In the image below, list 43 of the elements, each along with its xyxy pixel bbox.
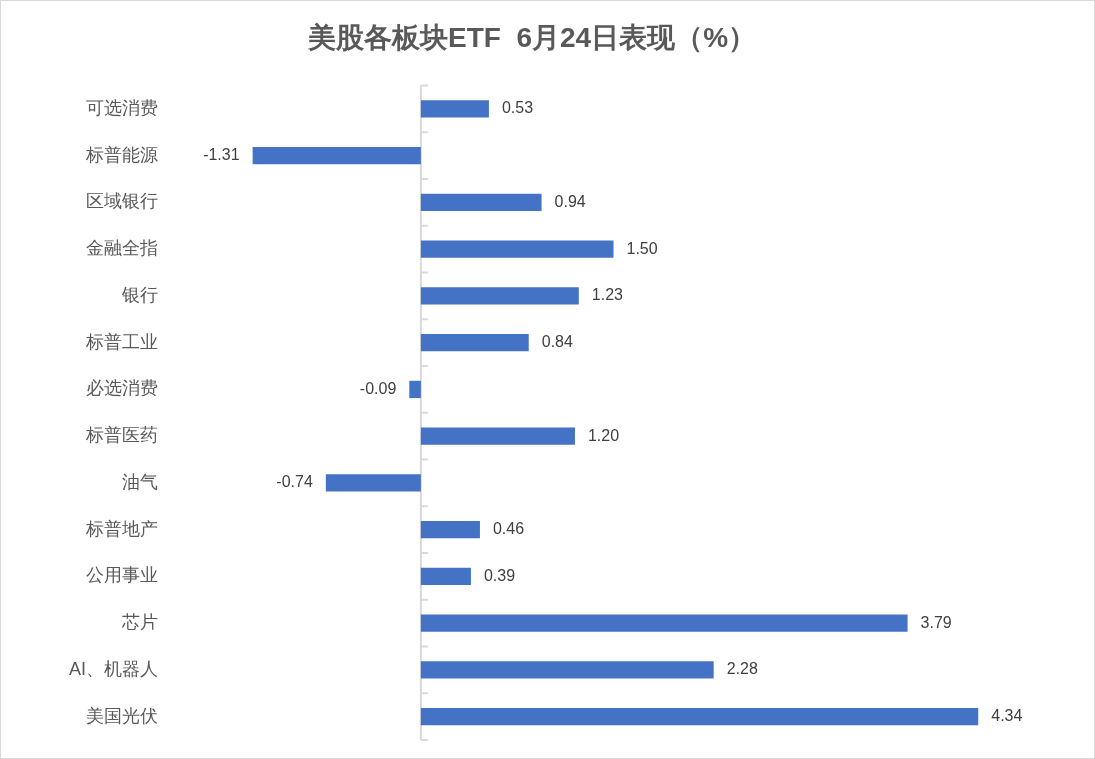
y-tick-label: AI、机器人 (68, 658, 158, 679)
bar (252, 147, 421, 165)
y-tick-label: 公用事业 (86, 565, 158, 586)
chart-title: 美股各板块ETF 6月24日表现（%） (306, 21, 757, 53)
data-label: -0.09 (359, 379, 397, 397)
bar (420, 614, 908, 632)
y-tick-label: 可选消费 (86, 97, 158, 118)
bar (420, 334, 529, 352)
data-label: 4.34 (991, 707, 1023, 725)
y-tick-label: 标普医药 (85, 425, 158, 446)
data-label: 0.46 (492, 520, 525, 538)
data-label: 3.79 (920, 613, 952, 631)
y-tick-label: 银行 (121, 284, 158, 305)
bar (420, 100, 489, 118)
data-label: 2.28 (726, 660, 758, 678)
y-tick-label: 芯片 (121, 612, 158, 633)
data-label: 0.84 (541, 333, 573, 351)
bar (409, 380, 421, 399)
bar (325, 474, 421, 492)
bar (420, 521, 480, 539)
data-label: 0.53 (501, 99, 534, 117)
y-tick-label: 区域银行 (86, 191, 158, 212)
data-label: -1.31 (203, 146, 240, 164)
y-tick-label: 金融全指 (86, 238, 158, 259)
bar (420, 287, 579, 305)
y-tick-label: 油气 (122, 471, 158, 492)
bar (420, 707, 979, 726)
y-tick-label: 必选消费 (86, 378, 158, 399)
data-label: 1.50 (626, 239, 658, 257)
y-tick-label: 标普能源 (85, 144, 158, 165)
y-tick-label: 标普工业 (85, 331, 158, 352)
bar (420, 661, 714, 679)
y-tick-label: 标普地产 (85, 518, 158, 539)
data-label: 0.39 (483, 566, 516, 584)
data-label: 1.20 (587, 426, 620, 444)
bar (420, 240, 614, 258)
bar (420, 567, 471, 586)
bar (420, 193, 542, 212)
bar (420, 427, 575, 445)
y-tick-label: 美国光伏 (86, 705, 158, 726)
data-label: 0.94 (554, 192, 586, 210)
data-label: 1.23 (591, 286, 624, 304)
data-label: -0.74 (276, 473, 313, 491)
